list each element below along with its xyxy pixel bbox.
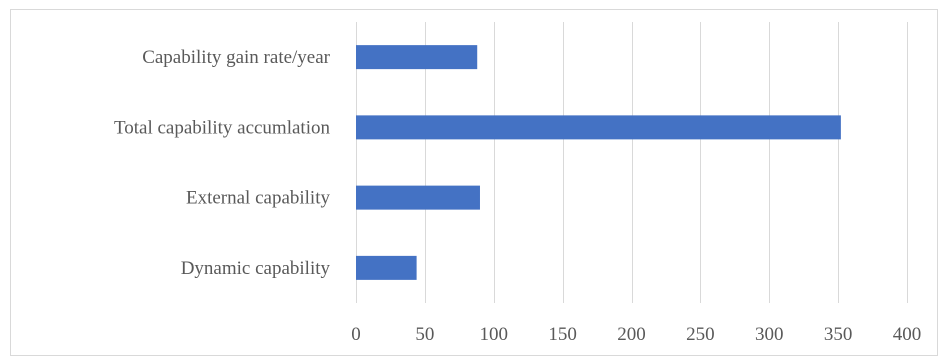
x-tick-label: 50 [415,324,434,345]
x-tick-label: 100 [480,324,509,345]
x-tick-label: 150 [548,324,577,345]
x-tick-label: 0 [351,324,361,345]
x-tick-label: 400 [893,324,922,345]
category-label: Total capability accumlation [114,117,331,138]
x-tick-label: 350 [824,324,853,345]
category-label: External capability [186,188,331,209]
bars [356,45,841,280]
x-tick-label: 200 [617,324,646,345]
x-axis-tick-labels: 0 50 100 150 200 250 300 350 400 [351,324,921,345]
y-axis-category-labels: Dynamic capability External capability Tot… [114,47,331,279]
x-tick-label: 300 [755,324,784,345]
x-tick-label: 250 [686,324,715,345]
bar [356,45,478,70]
bar [356,185,480,210]
bar [356,115,841,140]
category-label: Capability gain rate/year [142,47,330,68]
bar [356,255,417,280]
category-label: Dynamic capability [181,258,331,279]
